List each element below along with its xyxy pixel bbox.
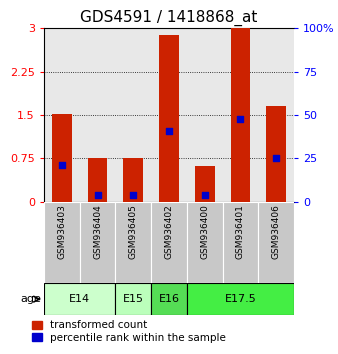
- Bar: [231, 28, 250, 202]
- Text: GSM936404: GSM936404: [93, 204, 102, 259]
- Bar: [266, 106, 286, 202]
- Bar: [187, 283, 294, 315]
- Bar: [258, 202, 294, 283]
- Point: [202, 192, 208, 198]
- Legend: transformed count, percentile rank within the sample: transformed count, percentile rank withi…: [32, 320, 226, 343]
- Bar: [88, 159, 107, 202]
- Bar: [159, 35, 179, 202]
- Bar: [151, 202, 187, 283]
- Bar: [223, 202, 258, 283]
- Text: GSM936400: GSM936400: [200, 204, 209, 259]
- Text: GSM936405: GSM936405: [129, 204, 138, 259]
- Text: E17.5: E17.5: [224, 294, 256, 304]
- Text: GSM936402: GSM936402: [165, 204, 173, 259]
- Point: [130, 192, 136, 198]
- Point: [59, 162, 65, 168]
- Bar: [123, 159, 143, 202]
- Text: GSM936406: GSM936406: [272, 204, 281, 259]
- Bar: [115, 283, 151, 315]
- Text: E15: E15: [123, 294, 144, 304]
- Bar: [80, 202, 115, 283]
- Point: [273, 156, 279, 161]
- Bar: [151, 283, 187, 315]
- Bar: [115, 202, 151, 283]
- Bar: [187, 202, 223, 283]
- Text: GSM936401: GSM936401: [236, 204, 245, 259]
- Text: E14: E14: [69, 294, 90, 304]
- Bar: [44, 283, 115, 315]
- Bar: [44, 202, 80, 283]
- Bar: [52, 114, 72, 202]
- Point: [166, 128, 172, 133]
- Title: GDS4591 / 1418868_at: GDS4591 / 1418868_at: [80, 9, 258, 25]
- Point: [95, 192, 100, 198]
- Point: [238, 116, 243, 121]
- Bar: [195, 166, 215, 202]
- Text: GSM936403: GSM936403: [57, 204, 66, 259]
- Text: E16: E16: [159, 294, 179, 304]
- Text: age: age: [20, 294, 41, 304]
